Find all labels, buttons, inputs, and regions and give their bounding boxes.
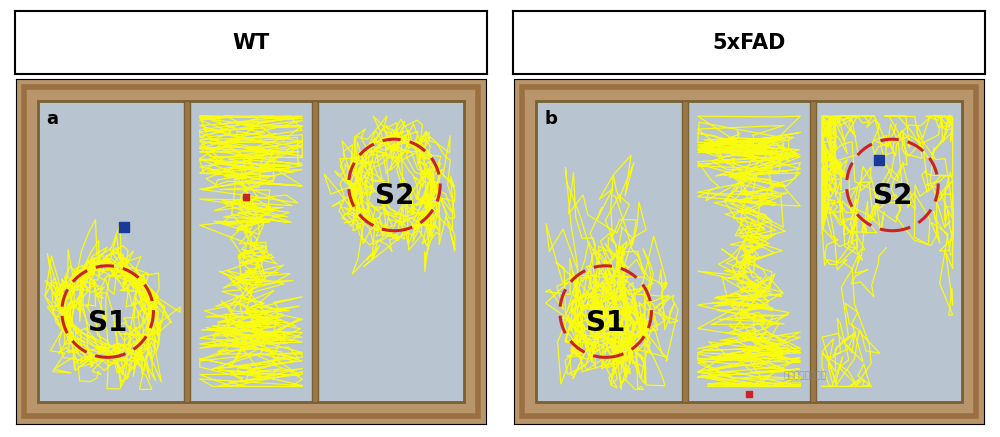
FancyBboxPatch shape [38,101,464,402]
Text: S2: S2 [873,182,912,210]
Text: b: b [544,111,557,128]
Text: a: a [46,111,58,128]
Text: S1: S1 [88,309,127,337]
FancyBboxPatch shape [810,101,816,402]
FancyBboxPatch shape [312,101,318,402]
FancyBboxPatch shape [682,101,688,402]
FancyBboxPatch shape [536,101,962,402]
Text: S2: S2 [375,182,414,210]
FancyBboxPatch shape [522,87,976,416]
Text: 公众号｜脑声课堂: 公众号｜脑声课堂 [784,371,827,380]
FancyBboxPatch shape [24,87,478,416]
Text: WT: WT [232,33,270,52]
Text: S1: S1 [586,309,625,337]
FancyBboxPatch shape [184,101,190,402]
Text: 5xFAD: 5xFAD [712,33,786,52]
